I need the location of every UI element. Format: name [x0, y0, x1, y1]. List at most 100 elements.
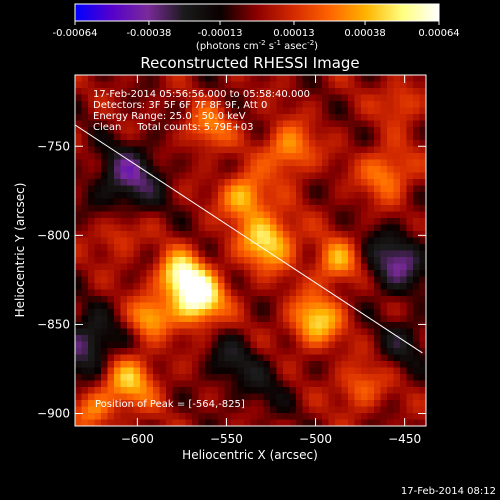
heatmap-cell	[263, 120, 271, 128]
heatmap-cell	[335, 244, 343, 252]
heatmap-cell	[413, 341, 421, 349]
heatmap-cell	[218, 205, 226, 213]
heatmap-cell	[172, 309, 180, 317]
heatmap-cell	[107, 75, 115, 83]
heatmap-cell	[341, 335, 349, 343]
heatmap-cell	[335, 387, 343, 395]
heatmap-cell	[289, 250, 297, 258]
heatmap-cell	[270, 179, 278, 187]
heatmap-cell	[94, 218, 102, 226]
heatmap-cell	[101, 270, 109, 278]
heatmap-cell	[387, 166, 395, 174]
heatmap-cell	[166, 374, 174, 382]
heatmap-cell	[400, 263, 408, 271]
heatmap-cell	[289, 387, 297, 395]
heatmap-cell	[328, 146, 336, 154]
heatmap-cell	[192, 387, 200, 395]
heatmap-cell	[406, 309, 414, 317]
heatmap-cell	[400, 153, 408, 161]
heatmap-cell	[231, 88, 239, 96]
heatmap-cell	[244, 224, 252, 232]
heatmap-cell	[231, 140, 239, 148]
heatmap-cell	[237, 153, 245, 161]
heatmap-cell	[315, 419, 323, 426]
heatmap-cell	[218, 315, 226, 323]
heatmap-cell	[322, 211, 330, 219]
heatmap-cell	[387, 367, 395, 375]
heatmap-cell	[75, 341, 83, 349]
heatmap-cell	[140, 257, 148, 265]
heatmap-cell	[283, 367, 291, 375]
heatmap-cell	[159, 153, 167, 161]
heatmap-cell	[114, 302, 122, 310]
heatmap-cell	[335, 367, 343, 375]
heatmap-cell	[185, 146, 193, 154]
heatmap-cell	[205, 198, 213, 206]
heatmap-cell	[374, 348, 382, 356]
heatmap-cell	[101, 354, 109, 362]
heatmap-cell	[179, 81, 187, 89]
x-tick-label: −500	[299, 432, 332, 446]
heatmap-cell	[361, 218, 369, 226]
heatmap-cell	[283, 237, 291, 245]
heatmap-cell	[387, 374, 395, 382]
heatmap-cell	[237, 328, 245, 336]
heatmap-cell	[283, 263, 291, 271]
heatmap-cell	[250, 380, 258, 388]
heatmap-cell	[244, 283, 252, 291]
heatmap-cell	[237, 198, 245, 206]
heatmap-cell	[374, 146, 382, 154]
heatmap-cell	[374, 198, 382, 206]
heatmap-cell	[75, 120, 83, 128]
heatmap-cell	[88, 354, 96, 362]
heatmap-cell	[198, 94, 206, 102]
heatmap-cell	[276, 250, 284, 258]
heatmap-cell	[237, 263, 245, 271]
heatmap-cell	[133, 283, 141, 291]
heatmap-cell	[406, 237, 414, 245]
heatmap-cell	[140, 283, 148, 291]
heatmap-cell	[263, 192, 271, 200]
heatmap-cell	[341, 101, 349, 109]
heatmap-cell	[94, 153, 102, 161]
heatmap-cell	[127, 185, 135, 193]
heatmap-cell	[211, 406, 219, 414]
heatmap-cell	[289, 127, 297, 135]
heatmap-cell	[159, 354, 167, 362]
heatmap-cell	[315, 159, 323, 167]
heatmap-cell	[309, 354, 317, 362]
heatmap-cell	[393, 231, 401, 239]
heatmap-cell	[367, 81, 375, 89]
heatmap-cell	[335, 393, 343, 401]
heatmap-cell	[400, 172, 408, 180]
heatmap-cell	[387, 413, 395, 421]
heatmap-cell	[309, 406, 317, 414]
heatmap-cell	[205, 374, 213, 382]
heatmap-cell	[289, 348, 297, 356]
heatmap-cell	[114, 328, 122, 336]
heatmap-cell	[263, 146, 271, 154]
heatmap-cell	[413, 133, 421, 141]
heatmap-cell	[159, 244, 167, 252]
heatmap-cell	[127, 400, 135, 408]
heatmap-cell	[296, 354, 304, 362]
heatmap-cell	[205, 250, 213, 258]
heatmap-cell	[185, 159, 193, 167]
heatmap-cell	[211, 309, 219, 317]
heatmap-cell	[348, 94, 356, 102]
heatmap-cell	[283, 146, 291, 154]
heatmap-cell	[244, 335, 252, 343]
heatmap-cell	[328, 296, 336, 304]
heatmap-cell	[315, 302, 323, 310]
heatmap-cell	[367, 374, 375, 382]
heatmap-cell	[309, 211, 317, 219]
heatmap-cell	[250, 309, 258, 317]
heatmap-cell	[198, 224, 206, 232]
heatmap-cell	[75, 88, 83, 96]
heatmap-cell	[244, 322, 252, 330]
heatmap-cell	[192, 94, 200, 102]
heatmap-cell	[159, 114, 167, 122]
heatmap-cell	[361, 114, 369, 122]
heatmap-cell	[120, 237, 128, 245]
heatmap-cell	[120, 263, 128, 271]
